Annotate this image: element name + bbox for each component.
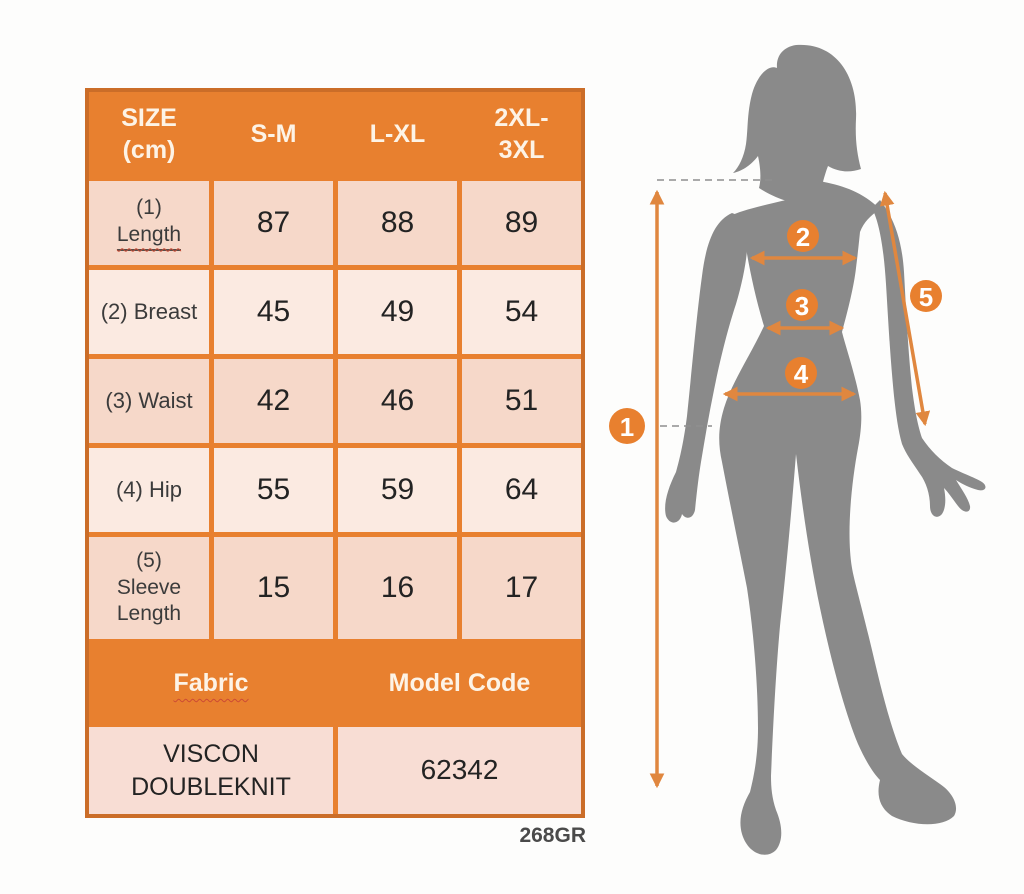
breast-l-xl: 49 [338, 270, 457, 354]
hip-s-m: 55 [214, 448, 333, 532]
fabric-header-label: Fabric [173, 668, 249, 697]
row-waist-label: (3) Waist [89, 359, 209, 443]
row-sleeve-label: (5) Sleeve Length [89, 537, 209, 639]
header-s-m: S-M [214, 92, 333, 176]
size-table: SIZE (cm) S-M L-XL 2XL- 3XL (1) Length 8… [85, 88, 585, 818]
row-length-num: (1) [136, 195, 162, 219]
badge-2: 2 [787, 220, 819, 252]
row-breast-label: (2) Breast [89, 270, 209, 354]
sleeve-arrow [879, 190, 931, 427]
badge-3: 3 [786, 289, 818, 321]
header-2xl-line1: 2XL- [494, 103, 549, 132]
badge-2-number: 2 [796, 222, 810, 252]
breast-s-m: 45 [214, 270, 333, 354]
value: 49 [380, 294, 415, 328]
figure-left-arm [665, 213, 747, 523]
length-s-m: 87 [214, 181, 333, 265]
value: 46 [380, 383, 415, 417]
waist-2xl-3xl: 51 [462, 359, 581, 443]
waist-s-m: 42 [214, 359, 333, 443]
fabric-value: VISCON DOUBLEKNIT [89, 727, 333, 814]
sleeve-l-xl: 16 [338, 537, 457, 639]
weight-note: 268GR [85, 824, 586, 848]
row-length-label: (1) Length [89, 181, 209, 265]
figure-head-silhouette [733, 44, 861, 201]
header-size-line2: (cm) [122, 136, 176, 164]
row-hip-label: (4) Hip [89, 448, 209, 532]
value: 89 [504, 205, 539, 239]
badge-3-number: 3 [795, 291, 809, 321]
header-2xl-line2: 3XL [498, 136, 545, 164]
hip-l-xl: 59 [338, 448, 457, 532]
badge-4: 4 [785, 357, 817, 389]
length-l-xl: 88 [338, 181, 457, 265]
label: (2) Breast [100, 298, 198, 324]
length-2xl-3xl: 89 [462, 181, 581, 265]
value: 59 [380, 472, 415, 506]
label: (3) Waist [105, 387, 193, 413]
fabric-value-line1: VISCON [163, 740, 259, 768]
row-length-word: Length [116, 222, 182, 252]
badge-5-circle [910, 280, 942, 312]
hip-2xl-3xl: 64 [462, 448, 581, 532]
label-line: Length [116, 602, 182, 626]
figure-body-silhouette [719, 180, 957, 855]
badge-4-number: 4 [794, 359, 809, 389]
value: 54 [504, 294, 539, 328]
value: 42 [256, 383, 291, 417]
value: 17 [504, 570, 539, 604]
model-code-value: 62342 [338, 727, 581, 814]
badge-2-circle [787, 220, 819, 252]
badge-5: 5 [910, 280, 942, 312]
measurement-diagram: 1 2 3 4 5 [609, 44, 986, 855]
waist-l-xl: 46 [338, 359, 457, 443]
header-size-cm: SIZE (cm) [89, 92, 209, 176]
fabric-value-line2: DOUBLEKNIT [131, 772, 291, 801]
figure-right-arm [872, 200, 986, 517]
label-line: (5) [136, 548, 162, 572]
header-l-xl: L-XL [338, 92, 457, 176]
value: 45 [256, 294, 291, 328]
badge-3-circle [786, 289, 818, 321]
fabric-header: Fabric [89, 644, 333, 722]
value: 64 [504, 472, 539, 506]
value: 15 [256, 570, 291, 604]
badge-1-circle [609, 408, 645, 444]
badge-4-circle [785, 357, 817, 389]
badge-1-number: 1 [620, 412, 634, 442]
header-s-m-label: S-M [250, 119, 297, 148]
header-l-xl-label: L-XL [369, 119, 426, 148]
model-code-number: 62342 [420, 754, 499, 786]
label-line: Sleeve [116, 575, 182, 599]
value: 16 [380, 570, 415, 604]
label: (4) Hip [115, 476, 182, 502]
sleeve-2xl-3xl: 17 [462, 537, 581, 639]
weight-note-text: 268GR [519, 824, 586, 847]
value: 87 [256, 205, 291, 239]
model-code-header: Model Code [338, 644, 581, 722]
value: 88 [380, 205, 415, 239]
model-code-header-label: Model Code [388, 668, 531, 697]
header-size-line1: SIZE [121, 103, 177, 132]
header-2xl-3xl: 2XL- 3XL [462, 92, 581, 176]
breast-2xl-3xl: 54 [462, 270, 581, 354]
sleeve-s-m: 15 [214, 537, 333, 639]
value: 55 [256, 472, 291, 506]
badge-5-number: 5 [919, 282, 933, 312]
badge-1: 1 [609, 408, 645, 444]
value: 51 [504, 383, 539, 417]
